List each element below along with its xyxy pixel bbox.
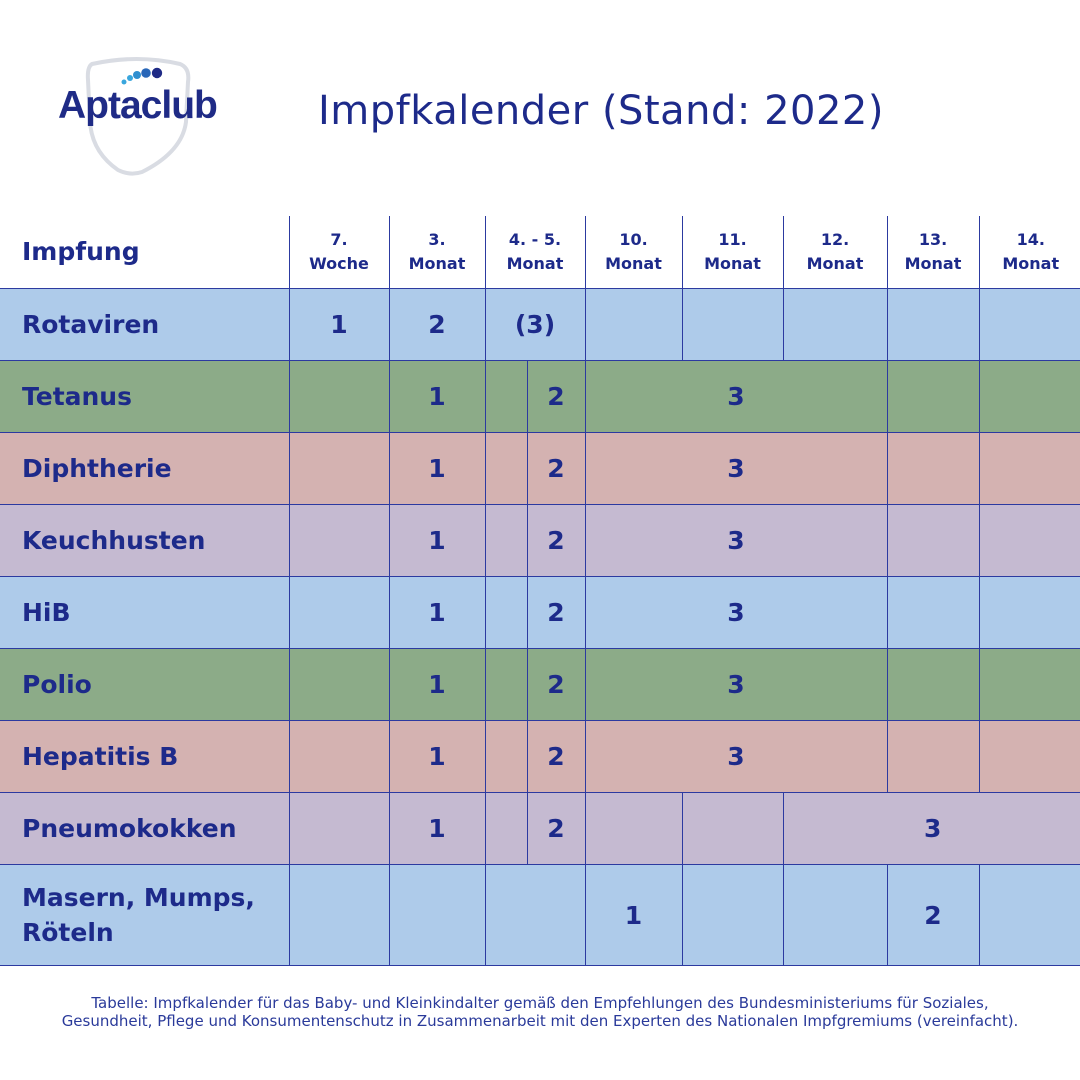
dose-cell: 2 — [526, 648, 586, 721]
empty-cell — [681, 864, 784, 966]
column-header: 4. - 5. Monat — [484, 216, 586, 289]
empty-cell — [978, 648, 1080, 721]
dose-cell: 3 — [584, 720, 888, 793]
dose-cell: 2 — [526, 720, 586, 793]
vaccine-name: Polio — [0, 648, 290, 721]
table-row: Masern, Mumps, Röteln 1 2 — [0, 864, 1080, 966]
dose-cell: 2 — [526, 576, 586, 649]
dose-cell: 1 — [388, 576, 486, 649]
dose-cell: 1 — [388, 720, 486, 793]
empty-cell — [484, 432, 528, 505]
dose-cell: 3 — [584, 432, 888, 505]
vaccine-name: Keuchhusten — [0, 504, 290, 577]
dose-cell: 3 — [782, 792, 1080, 865]
vaccine-name: Diphtherie — [0, 432, 290, 505]
dose-cell: 1 — [388, 792, 486, 865]
empty-cell — [288, 360, 390, 433]
empty-cell — [886, 504, 980, 577]
empty-cell — [886, 720, 980, 793]
header-impfung: Impfung — [0, 216, 290, 289]
table-row: Keuchhusten 1 2 3 — [0, 504, 1080, 577]
dose-cell: 2 — [526, 360, 586, 433]
empty-cell — [288, 864, 390, 966]
shield-dots-logo-icon — [85, 57, 191, 176]
column-header: 7. Woche — [288, 216, 390, 289]
empty-cell — [978, 360, 1080, 433]
dose-cell: 1 — [388, 504, 486, 577]
vaccine-name: Pneumokokken — [0, 792, 290, 865]
table-header-row: Impfung 7. Woche 3. Monat 4. - 5. Monat 10.… — [0, 216, 1080, 289]
empty-cell — [484, 360, 528, 433]
dose-cell: 3 — [584, 576, 888, 649]
empty-cell — [584, 792, 683, 865]
empty-cell — [886, 432, 980, 505]
vaccination-table: Impfung 7. Woche 3. Monat 4. - 5. Monat 10.… — [0, 216, 1080, 966]
dose-cell: 1 — [388, 360, 486, 433]
empty-cell — [288, 504, 390, 577]
page-title: Impfkalender (Stand: 2022) — [318, 88, 884, 134]
dose-cell: 3 — [584, 504, 888, 577]
column-header: 3. Monat — [388, 216, 486, 289]
table-row: Hepatitis B 1 2 3 — [0, 720, 1080, 793]
table-row: Tetanus 1 2 3 — [0, 360, 1080, 433]
column-header: 13. Monat — [886, 216, 980, 289]
empty-cell — [484, 720, 528, 793]
vaccine-name: Hepatitis B — [0, 720, 290, 793]
dose-cell: 1 — [584, 864, 683, 966]
vaccine-name: Tetanus — [0, 360, 290, 433]
empty-cell — [484, 792, 528, 865]
table-row: Polio 1 2 3 — [0, 648, 1080, 721]
vaccine-name: Masern, Mumps, Röteln — [0, 864, 290, 966]
dose-cell: 2 — [526, 504, 586, 577]
empty-cell — [484, 504, 528, 577]
dose-cell: 1 — [388, 648, 486, 721]
dose-cell: 2 — [886, 864, 980, 966]
dose-cell: 2 — [526, 432, 586, 505]
dose-cell: 3 — [584, 360, 888, 433]
table-row: Rotaviren 1 2 (3) — [0, 288, 1080, 361]
empty-cell — [978, 504, 1080, 577]
empty-cell — [886, 648, 980, 721]
column-header: 14. Monat — [978, 216, 1080, 289]
empty-cell — [886, 288, 980, 361]
empty-cell — [782, 864, 888, 966]
empty-cell — [886, 576, 980, 649]
empty-cell — [288, 720, 390, 793]
empty-cell — [584, 288, 683, 361]
empty-cell — [978, 864, 1080, 966]
vaccine-name: HiB — [0, 576, 290, 649]
dose-cell: (3) — [484, 288, 586, 361]
dose-cell: 2 — [388, 288, 486, 361]
footnote: Tabelle: Impfkalender für das Baby- und … — [61, 994, 1019, 1030]
dose-cell: 3 — [584, 648, 888, 721]
empty-cell — [288, 576, 390, 649]
empty-cell — [484, 648, 528, 721]
column-header: 11. Monat — [681, 216, 784, 289]
column-header: 10. Monat — [584, 216, 683, 289]
logo-text: Aptaclub — [58, 84, 218, 127]
empty-cell — [484, 576, 528, 649]
vaccine-name: Rotaviren — [0, 288, 290, 361]
empty-cell — [978, 720, 1080, 793]
empty-cell — [681, 792, 784, 865]
table-row: Pneumokokken 1 2 3 — [0, 792, 1080, 865]
dose-cell: 1 — [388, 432, 486, 505]
column-header: 12. Monat — [782, 216, 888, 289]
dose-cell: 2 — [526, 792, 586, 865]
empty-cell — [288, 792, 390, 865]
empty-cell — [978, 288, 1080, 361]
aptaclub-logo: Aptaclub — [52, 52, 242, 177]
empty-cell — [288, 432, 390, 505]
empty-cell — [288, 648, 390, 721]
table-row: Diphtherie 1 2 3 — [0, 432, 1080, 505]
empty-cell — [886, 360, 980, 433]
empty-cell — [681, 288, 784, 361]
empty-cell — [782, 288, 888, 361]
empty-cell — [388, 864, 486, 966]
table-row: HiB 1 2 3 — [0, 576, 1080, 649]
dose-cell: 1 — [288, 288, 390, 361]
empty-cell — [978, 432, 1080, 505]
empty-cell — [978, 576, 1080, 649]
empty-cell — [484, 864, 586, 966]
